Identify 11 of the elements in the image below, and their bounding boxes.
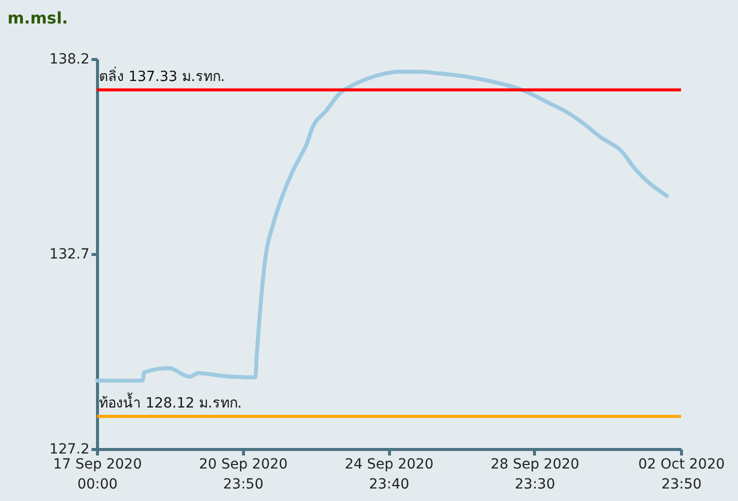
y-axis-title: m.msl. [8,8,68,28]
x-tick-label: 28 Sep 2020 23:30 [490,456,580,492]
y-tick-label: 138.2 [49,52,90,68]
x-tick-label: 17 Sep 2020 00:00 [53,456,142,492]
x-tick-label: 20 Sep 2020 23:50 [198,456,288,492]
y-tick-label: 132.7 [49,246,90,262]
x-tick-label: 24 Sep 2020 23:40 [344,456,434,492]
ref-line-label: ท้องน้ำ 128.12 ม.รทก. [99,392,242,412]
y-tick-label: 127.2 [49,442,90,458]
ref-line-label: ตลิ่ง 137.33 ม.รทก. [99,66,225,85]
x-tick-label: 02 Oct 2020 23:50 [638,456,725,492]
